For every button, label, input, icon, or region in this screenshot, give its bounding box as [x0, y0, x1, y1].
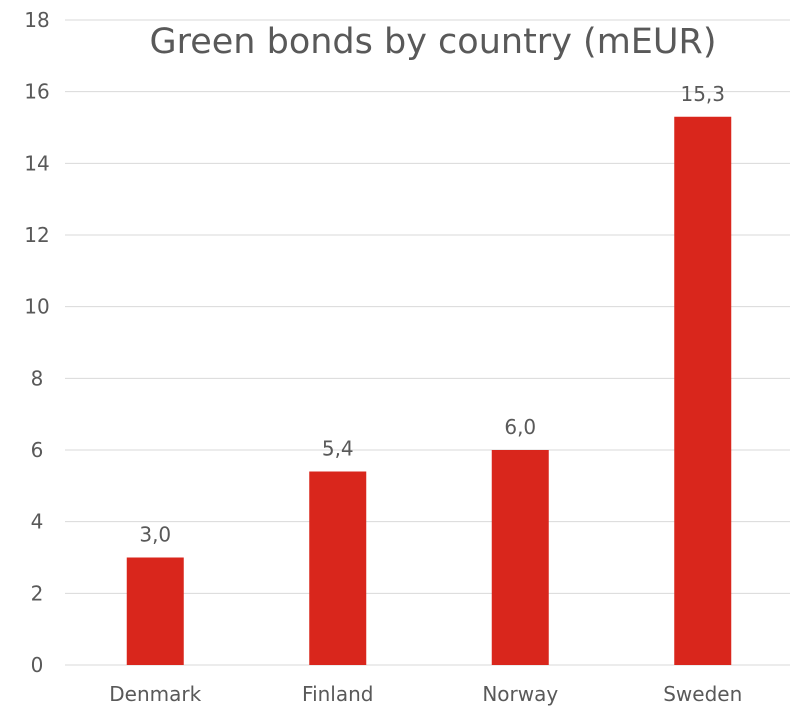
data-label-denmark: 3,0 — [139, 523, 171, 547]
x-axis-ticks: Denmark Finland Norway Sweden — [109, 682, 742, 706]
y-tick-label: 8 — [31, 366, 44, 390]
y-tick-label: 16 — [24, 80, 49, 104]
y-tick-label: 14 — [24, 151, 49, 175]
y-axis-ticks: 0 2 4 6 8 10 12 14 16 18 — [24, 8, 49, 677]
y-tick-label: 12 — [24, 223, 49, 247]
y-tick-label: 10 — [24, 295, 49, 319]
y-tick-label: 18 — [24, 8, 49, 32]
data-label-finland: 5,4 — [322, 437, 354, 461]
bar-sweden — [674, 116, 732, 665]
bars — [126, 116, 732, 665]
bar-norway — [491, 450, 549, 665]
y-tick-label: 4 — [31, 510, 44, 534]
x-tick-label-sweden: Sweden — [663, 682, 742, 706]
data-label-sweden: 15,3 — [680, 82, 725, 106]
bar-finland — [309, 471, 367, 665]
data-label-norway: 6,0 — [504, 415, 536, 439]
grid-lines — [65, 19, 790, 666]
bar-denmark — [126, 557, 184, 665]
y-tick-label: 0 — [31, 653, 44, 677]
x-tick-label-finland: Finland — [302, 682, 373, 706]
data-labels: 3,0 5,4 6,0 15,3 — [139, 82, 725, 547]
y-tick-label: 2 — [31, 581, 44, 605]
chart-title: Green bonds by country (mEUR) — [150, 22, 717, 62]
x-tick-label-norway: Norway — [482, 682, 558, 706]
y-tick-label: 6 — [31, 438, 44, 462]
x-tick-label-denmark: Denmark — [109, 682, 201, 706]
